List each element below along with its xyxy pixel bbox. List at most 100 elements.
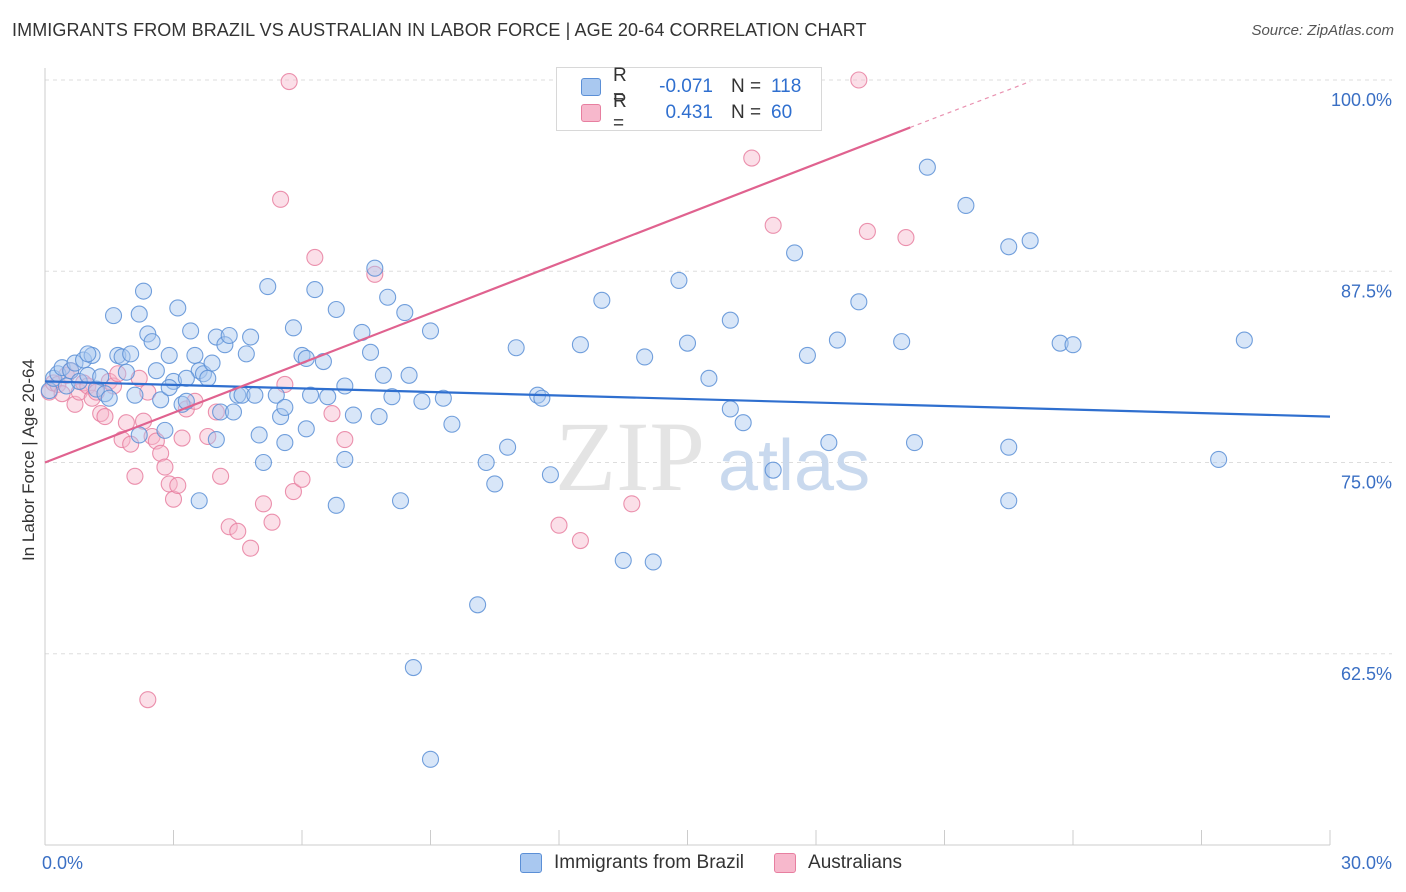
data-point-brazil: [104, 307, 123, 325]
data-point-brazil: [404, 658, 422, 677]
data-point-brazil: [169, 299, 187, 317]
data-point-brazil: [477, 453, 495, 472]
data-point-brazil: [327, 300, 345, 319]
data-point-brazil: [319, 388, 337, 406]
data-point-australians: [212, 467, 230, 485]
data-point-australians: [336, 430, 354, 449]
data-point-brazil: [1064, 336, 1082, 354]
r-value: -0.071: [659, 76, 713, 97]
data-point-brazil: [336, 377, 354, 395]
watermark-zip: ZIP: [555, 401, 705, 512]
data-point-australians: [96, 408, 114, 426]
data-point-australians: [850, 71, 868, 89]
data-point-brazil: [147, 362, 165, 380]
data-point-brazil: [242, 328, 260, 346]
data-point-brazil: [254, 453, 273, 472]
data-point-australians: [306, 248, 324, 267]
chart-title: IMMIGRANTS FROM BRAZIL VS AUSTRALIAN IN …: [12, 20, 867, 40]
data-point-australians: [139, 691, 157, 709]
data-point-brazil: [957, 196, 975, 215]
trend-line-australians: [44, 126, 911, 464]
legend-item-brazil[interactable]: Immigrants from Brazil: [520, 852, 744, 874]
data-point-brazil: [160, 346, 178, 364]
data-point-brazil: [644, 553, 662, 571]
data-point-australians: [173, 429, 191, 447]
data-point-brazil: [734, 414, 752, 432]
data-point-brazil: [186, 346, 204, 364]
data-point-brazil: [469, 596, 487, 614]
data-point-brazil: [297, 420, 315, 438]
legend-item-australians[interactable]: Australians: [774, 852, 902, 874]
data-point-brazil: [1000, 238, 1018, 256]
data-point-brazil: [893, 333, 911, 351]
data-point-australians: [242, 539, 260, 557]
blue-swatch: [520, 853, 542, 873]
data-point-australians: [623, 495, 641, 513]
y-tick-label: 87.5%: [1341, 281, 1392, 301]
data-point-brazil: [499, 438, 517, 456]
watermark: ZIP atlas: [555, 401, 870, 512]
data-point-brazil: [593, 291, 611, 309]
data-point-brazil: [126, 386, 144, 404]
data-point-brazil: [130, 426, 148, 444]
series-immigrants-from-brazil: [40, 158, 1253, 768]
data-point-brazil: [199, 369, 217, 387]
data-point-brazil: [391, 492, 410, 510]
data-point-brazil: [905, 434, 924, 452]
data-point-australians: [156, 458, 174, 476]
data-point-brazil: [344, 406, 362, 424]
tick-labels: 62.5% 75.0% 87.5% 100.0% 0.0% 30.0%: [42, 90, 1392, 873]
data-point-brazil: [370, 408, 388, 426]
data-point-brazil: [507, 339, 525, 357]
data-point-australians: [366, 265, 384, 283]
data-point-australians: [764, 216, 782, 234]
data-point-brazil: [366, 259, 384, 277]
data-point-australians: [550, 516, 568, 534]
data-point-brazil: [721, 400, 739, 418]
data-point-brazil: [700, 369, 718, 387]
correlation-legend: R = -0.071 N = 118 R = 0.431 N = 60: [556, 65, 822, 134]
x-tick-label: 30.0%: [1341, 853, 1392, 873]
data-point-australians: [126, 467, 144, 485]
data-point-brazil: [259, 277, 277, 296]
data-point-brazil: [92, 368, 110, 386]
data-point-brazil: [152, 391, 170, 409]
data-point-brazil: [100, 389, 118, 407]
data-point-brazil: [786, 244, 804, 262]
series-legend: Immigrants from Brazil Australians: [520, 852, 932, 874]
data-point-brazil: [421, 322, 440, 340]
data-point-brazil: [327, 496, 345, 514]
data-point-brazil: [79, 345, 97, 363]
data-point-brazil: [443, 415, 461, 433]
data-point-brazil: [190, 492, 208, 510]
data-point-australians: [280, 72, 298, 91]
data-point-australians: [858, 222, 876, 241]
data-point-brazil: [134, 282, 153, 300]
data-point-brazil: [421, 750, 440, 768]
data-point-brazil: [541, 466, 559, 484]
data-point-australians: [293, 470, 311, 488]
data-point-brazil: [670, 271, 688, 289]
blue-swatch: [581, 78, 601, 96]
data-point-brazil: [678, 334, 697, 352]
data-point-brazil: [250, 426, 268, 444]
data-point-australians: [207, 403, 225, 421]
data-point-brazil: [212, 403, 230, 421]
data-point-brazil: [130, 305, 148, 323]
data-point-brazil: [216, 336, 234, 354]
data-point-brazil: [122, 345, 140, 363]
r-value: 0.431: [665, 102, 713, 123]
pink-swatch: [774, 853, 797, 873]
data-point-australians: [743, 149, 761, 167]
data-point-brazil: [828, 331, 846, 349]
data-point-brazil: [302, 386, 320, 404]
y-tick-label: 62.5%: [1341, 664, 1392, 684]
legend-label-brazil: Immigrants from Brazil: [554, 852, 745, 873]
data-point-brazil: [156, 421, 174, 439]
data-point-brazil: [272, 408, 290, 426]
data-point-brazil: [143, 333, 161, 351]
data-point-brazil: [276, 398, 294, 416]
data-point-brazil: [396, 304, 414, 322]
data-point-brazil: [820, 434, 838, 452]
data-point-australians: [284, 483, 302, 501]
